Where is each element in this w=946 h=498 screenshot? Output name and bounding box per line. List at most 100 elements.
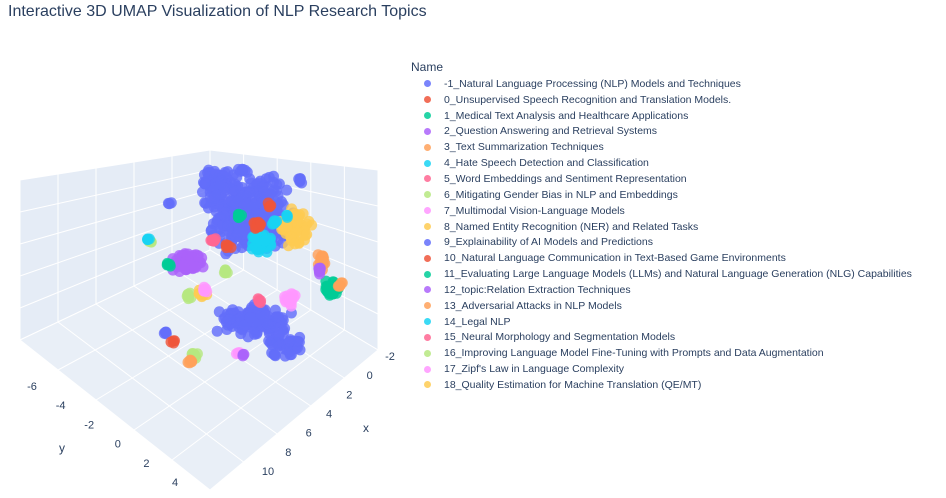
axis-planes bbox=[19, 149, 379, 491]
legend-item[interactable]: 13_Adversarial Attacks in NLP Models bbox=[411, 298, 946, 314]
y-tick-label: -6 bbox=[27, 381, 37, 393]
chart-title: Interactive 3D UMAP Visualization of NLP… bbox=[8, 3, 427, 20]
legend-item[interactable]: 9_Explainability of AI Models and Predic… bbox=[411, 234, 946, 250]
data-point bbox=[219, 267, 231, 279]
data-point bbox=[244, 186, 256, 198]
data-point bbox=[184, 354, 196, 366]
legend-item[interactable]: 6_Mitigating Gender Bias in NLP and Embe… bbox=[411, 187, 946, 203]
grid-line bbox=[95, 303, 278, 435]
data-point bbox=[314, 268, 326, 280]
data-point bbox=[161, 257, 173, 269]
legend-swatch bbox=[424, 349, 431, 357]
legend-swatch bbox=[424, 143, 431, 151]
data-point bbox=[273, 328, 285, 340]
legend-swatch bbox=[424, 127, 431, 135]
legend-label: 4_Hate Speech Detection and Classificati… bbox=[444, 157, 649, 170]
data-point bbox=[269, 350, 281, 362]
legend-item[interactable]: 11_Evaluating Large Language Models (LLM… bbox=[411, 266, 946, 282]
legend-item[interactable]: -1_Natural Language Processing (NLP) Mod… bbox=[411, 76, 946, 92]
data-point bbox=[303, 215, 315, 227]
data-point bbox=[238, 348, 250, 360]
data-points bbox=[142, 163, 348, 369]
legend-label: 15_Neural Morphology and Segmentation Mo… bbox=[444, 331, 676, 344]
data-point bbox=[263, 171, 275, 183]
x-tick-label: 10 bbox=[262, 466, 274, 478]
legend-swatch bbox=[424, 223, 431, 231]
legend-item[interactable]: 10_Natural Language Communication in Tex… bbox=[411, 250, 946, 266]
legend-label: -1_Natural Language Processing (NLP) Mod… bbox=[444, 77, 741, 90]
legend-item[interactable]: 17_Zipf's Law in Language Complexity bbox=[411, 361, 946, 377]
legend-label: 14_Legal NLP bbox=[444, 315, 511, 328]
legend-item[interactable]: 16_Improving Language Model Fine-Tuning … bbox=[411, 345, 946, 361]
legend-item[interactable]: 12_topic:Relation Extraction Techniques bbox=[411, 282, 946, 298]
x-tick-label: 0 bbox=[367, 370, 373, 382]
data-point bbox=[269, 217, 281, 229]
data-point bbox=[290, 226, 302, 238]
legend-swatch bbox=[424, 80, 431, 88]
y-axis-title: y bbox=[59, 441, 65, 455]
data-point bbox=[301, 229, 313, 240]
data-point bbox=[261, 318, 273, 330]
legend-item[interactable]: 0_Unsupervised Speech Recognition and Tr… bbox=[411, 92, 946, 108]
legend-item[interactable]: 5_Word Embeddings and Sentiment Represen… bbox=[411, 171, 946, 187]
data-point bbox=[211, 325, 223, 337]
y-tick-label: 2 bbox=[143, 458, 149, 470]
legend-item[interactable]: 4_Hate Speech Detection and Classificati… bbox=[411, 155, 946, 171]
legend-item[interactable]: 18_Quality Estimation for Machine Transl… bbox=[411, 377, 946, 393]
data-point bbox=[220, 316, 232, 328]
data-point bbox=[271, 311, 283, 323]
legend-swatch bbox=[424, 270, 431, 278]
data-point bbox=[249, 199, 261, 211]
legend-label: 2_Question Answering and Retrieval Syste… bbox=[444, 125, 658, 138]
legend-swatch bbox=[424, 175, 431, 183]
legend-label: 8_Named Entity Recognition (NER) and Rel… bbox=[444, 220, 699, 233]
data-point bbox=[281, 184, 293, 196]
legend-label: 0_Unsupervised Speech Recognition and Tr… bbox=[444, 93, 732, 106]
data-point bbox=[260, 310, 272, 321]
legend-swatch bbox=[424, 381, 431, 389]
data-point bbox=[143, 233, 155, 245]
legend-item[interactable]: 1_Medical Text Analysis and Healthcare A… bbox=[411, 108, 946, 124]
data-point bbox=[288, 292, 300, 304]
legend: Name -1_Natural Language Processing (NLP… bbox=[411, 58, 946, 393]
data-point bbox=[244, 312, 256, 323]
legend-label: 9_Explainability of AI Models and Predic… bbox=[444, 236, 653, 249]
legend-item[interactable]: 8_Named Entity Recognition (NER) and Rel… bbox=[411, 219, 946, 235]
data-point bbox=[209, 190, 221, 202]
legend-swatch bbox=[424, 302, 431, 310]
data-point bbox=[227, 304, 239, 316]
legend-item[interactable]: 15_Neural Morphology and Segmentation Mo… bbox=[411, 330, 946, 346]
data-point bbox=[284, 335, 296, 347]
data-point bbox=[219, 210, 231, 222]
x-tick-label: 8 bbox=[285, 447, 291, 459]
data-point bbox=[253, 294, 265, 306]
legend-item[interactable]: 7_Multimodal Vision-Language Models bbox=[411, 203, 946, 219]
legend-swatch bbox=[424, 254, 431, 262]
legend-label: 7_Multimodal Vision-Language Models bbox=[444, 204, 625, 217]
grid-line bbox=[19, 169, 211, 213]
legend-label: 5_Word Embeddings and Sentiment Represen… bbox=[444, 172, 687, 185]
data-point bbox=[281, 220, 293, 232]
legend-label: 10_Natural Language Communication in Tex… bbox=[444, 252, 786, 265]
grid-line bbox=[57, 321, 244, 463]
legend-item[interactable]: 14_Legal NLP bbox=[411, 314, 946, 330]
data-point bbox=[281, 211, 293, 223]
data-point bbox=[293, 173, 305, 185]
data-point bbox=[263, 335, 275, 347]
legend-label: 11_Evaluating Large Language Models (LLM… bbox=[444, 268, 912, 281]
data-point bbox=[233, 212, 245, 224]
legend-item[interactable]: 2_Question Answering and Retrieval Syste… bbox=[411, 124, 946, 140]
legend-item[interactable]: 3_Text Summarization Techniques bbox=[411, 139, 946, 155]
legend-swatch bbox=[424, 333, 431, 341]
data-point bbox=[255, 218, 267, 230]
y-tick-label: 4 bbox=[172, 477, 178, 489]
data-point bbox=[192, 250, 204, 262]
legend-label: 1_Medical Text Analysis and Healthcare A… bbox=[444, 109, 689, 122]
data-point bbox=[217, 169, 229, 181]
axis-titles: xy bbox=[59, 421, 369, 455]
data-point bbox=[181, 290, 193, 302]
legend-swatch bbox=[424, 112, 431, 120]
y-tick-label: -4 bbox=[56, 400, 66, 412]
legend-swatch bbox=[424, 191, 431, 199]
